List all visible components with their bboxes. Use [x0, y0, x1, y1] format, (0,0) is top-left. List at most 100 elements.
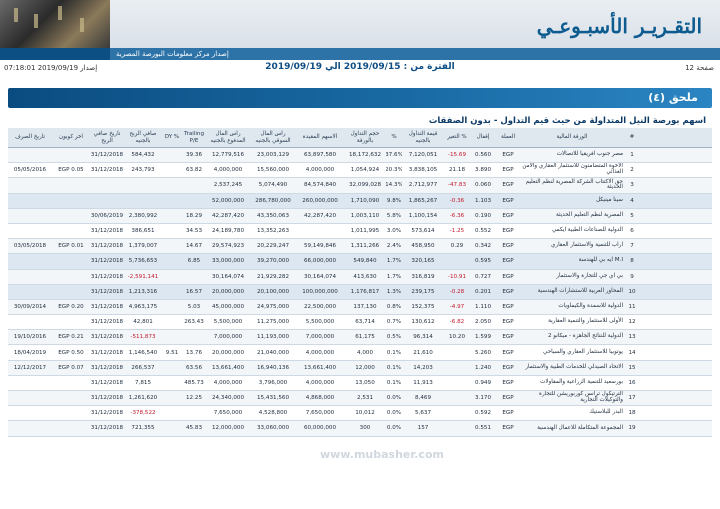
cell-date: 31/12/2018 — [90, 349, 124, 356]
table-row[interactable]: 18/04/2019 EGP 0.50 31/12/2018 1,146,540 9.5… — [8, 345, 712, 361]
cell-val: 8,469 — [414, 395, 431, 402]
cell-net: 2,380,992 — [128, 212, 158, 219]
cell-paid: 4,000,000 — [213, 379, 243, 386]
table-row[interactable]: 31/12/2018 42,801 263.43 5,500,000 11,275,00… — [8, 315, 712, 331]
col-cut-date: تاريخ الصرف — [15, 134, 45, 141]
cell-pe: 18.29 — [185, 212, 202, 219]
cell-pct: 0.7% — [386, 319, 402, 326]
cell-cpn — [52, 270, 90, 284]
table-row[interactable]: 31/12/2018 721,355 45.83 12,000,000 33,060,0… — [8, 421, 712, 437]
cell-dy — [162, 361, 182, 375]
cell-paid: 20,000,000 — [211, 349, 245, 356]
table-row[interactable]: 03/05/2018 EGP 0.01 31/12/2018 1,379,007 14.… — [8, 239, 712, 255]
cell-vol: 137,130 — [353, 303, 377, 310]
table-row[interactable]: 31/12/2018 5,736,653 6.85 33,000,000 39,270,… — [8, 254, 712, 270]
cell-cut — [8, 254, 52, 268]
cell-vol: 13,050 — [355, 379, 375, 386]
table-row[interactable]: 12/12/2017 EGP 0.07 31/12/2018 266,537 63.56… — [8, 360, 712, 376]
cell-date: 31/12/2018 — [90, 379, 124, 386]
cell-dy — [162, 209, 182, 223]
cell-val: 130,612 — [411, 319, 435, 326]
table-row[interactable]: 31/12/2018 584,432 39.36 12,779,516 23,003,1… — [8, 148, 712, 164]
cell-paid: 33,000,000 — [211, 258, 245, 265]
col-pct: % — [391, 134, 397, 141]
cell-dy — [162, 406, 182, 420]
cell-no: 14 — [628, 349, 636, 356]
cell-mcap: 4,528,800 — [258, 410, 288, 417]
banner-subtitle-bar: إصدار مركز معلومات البورصة المصرية — [110, 48, 720, 60]
cell-dy — [162, 239, 182, 253]
table-row[interactable]: 31/12/2018 1,213,316 16.57 20,000,000 20,100… — [8, 284, 712, 300]
col-paid-capital: راس المال المدفوع بالجنيه — [210, 131, 246, 144]
cell-paid: 13,661,400 — [211, 364, 245, 371]
table-row[interactable]: 30/09/2014 EGP 0.20 31/12/2018 4,963,175 5.0… — [8, 299, 712, 316]
cell-cut — [8, 224, 52, 238]
cell-date: 31/12/2018 — [90, 152, 124, 159]
report-period: الفترة من : 2019/09/15 الي 2019/09/19 — [265, 62, 455, 72]
col-number: # — [629, 134, 635, 141]
securities-table: تاريخ الصرف اخر كوبون تاريخ صافي الربح ص… — [8, 128, 712, 437]
col-net-profit: صافي الربح بالجنيه — [129, 131, 157, 144]
table-row[interactable]: 31/12/2018 7,815 485.73 4,000,000 3,796,000 4… — [8, 375, 712, 391]
cell-val: 21,610 — [413, 349, 433, 356]
table-row[interactable]: 2,537,245 5,074,490 84,574,840 32,099,028 14… — [8, 178, 712, 194]
cell-date: 31/12/2018 — [90, 364, 124, 371]
cell-name: الدولية للاسمدة والكيماويات — [558, 303, 623, 310]
cell-cut — [8, 315, 52, 329]
cell-no: 3 — [630, 182, 634, 189]
table-row[interactable]: 19/10/2016 EGP 0.21 31/12/2018 -511,873 7,00… — [8, 330, 712, 346]
cell-vol: 61,175 — [355, 334, 375, 341]
cell-cut: 19/10/2016 — [13, 334, 47, 341]
cell-cut: 30/09/2014 — [13, 303, 47, 310]
cell-name: اراب للتنمية والاستثمار العقاري — [551, 242, 623, 249]
cell-vol: 32,099,028 — [348, 182, 382, 189]
cell-cls: 0.551 — [474, 425, 491, 432]
cell-paid: 7,000,000 — [213, 334, 243, 341]
cell-dy — [162, 194, 182, 208]
cell-chg — [444, 421, 470, 435]
table-row[interactable]: 30/06/2019 2,380,992 18.29 42,287,420 43,350… — [8, 208, 712, 224]
cell-shr: 7,000,000 — [305, 334, 335, 341]
cell-net — [124, 178, 162, 192]
cell-name: حق الاكتتاب الشركة المصرية لنظم التعليم … — [525, 178, 623, 191]
cell-pct: 3.0% — [386, 228, 402, 235]
cell-cls: 0.727 — [474, 273, 491, 280]
cell-cur: EGP — [502, 197, 514, 204]
cell-vol: 300 — [359, 425, 371, 432]
cell-net: 1,379,007 — [128, 243, 158, 250]
cell-date: 31/12/2018 — [90, 303, 124, 310]
cell-net: 1,261,620 — [128, 395, 158, 402]
report-title: التقـريـر الأسبـوعـي — [536, 14, 702, 38]
cell-shr: 30,164,074 — [303, 273, 337, 280]
cell-vol: 1,176,817 — [350, 288, 380, 295]
cell-cpn: EGP 0.21 — [58, 334, 84, 341]
table-row[interactable]: 31/12/2018 1,261,620 12.25 24,340,000 15,431… — [8, 391, 712, 407]
cell-dy — [162, 270, 182, 284]
table-row[interactable]: 31/12/2018 -378,522 7,650,000 4,528,800 7,65… — [8, 406, 712, 422]
cell-mcap: 39,270,000 — [256, 258, 290, 265]
cell-shr: 84,574,840 — [303, 182, 337, 189]
cell-shr: 4,868,000 — [305, 395, 335, 402]
cell-mcap: 23,003,129 — [256, 152, 290, 159]
cell-name: الاخوة المتضامنون للاستثمار العقاري والا… — [522, 163, 623, 176]
table-row[interactable]: 31/12/2018 386,651 34.53 24,189,780 13,352,2… — [8, 223, 712, 240]
table-row[interactable]: 05/05/2016 EGP 0.05 31/12/2018 243,793 63.82… — [8, 163, 712, 179]
cell-date: 31/12/2018 — [90, 395, 124, 402]
cell-cut — [8, 406, 52, 420]
cell-no: 19 — [628, 425, 636, 432]
cell-dy — [162, 330, 182, 344]
cell-cur: EGP — [502, 425, 514, 432]
cell-name: الترتيكول ترانس كوربوريشن للتجارة والتوك… — [539, 391, 623, 404]
table-row[interactable]: 52,000,000 286,780,000 260,000,000 1,710,09… — [8, 193, 712, 209]
cell-pct: 37.6% — [386, 152, 402, 159]
cell-mcap: 24,975,000 — [256, 303, 290, 310]
table-row[interactable]: 31/12/2018 -2,591,141 30,164,074 21,929,282… — [8, 269, 712, 285]
cell-paid: 29,574,923 — [211, 243, 245, 250]
cell-shr: 42,287,420 — [303, 212, 337, 219]
cell-mcap: 21,929,282 — [256, 273, 290, 280]
cell-cur: EGP — [502, 228, 514, 235]
table-header: تاريخ الصرف اخر كوبون تاريخ صافي الربح ص… — [8, 128, 712, 148]
cell-cur: EGP — [502, 379, 514, 386]
cell-no: 10 — [628, 288, 636, 295]
page-number: صفحة 12 — [685, 64, 714, 72]
